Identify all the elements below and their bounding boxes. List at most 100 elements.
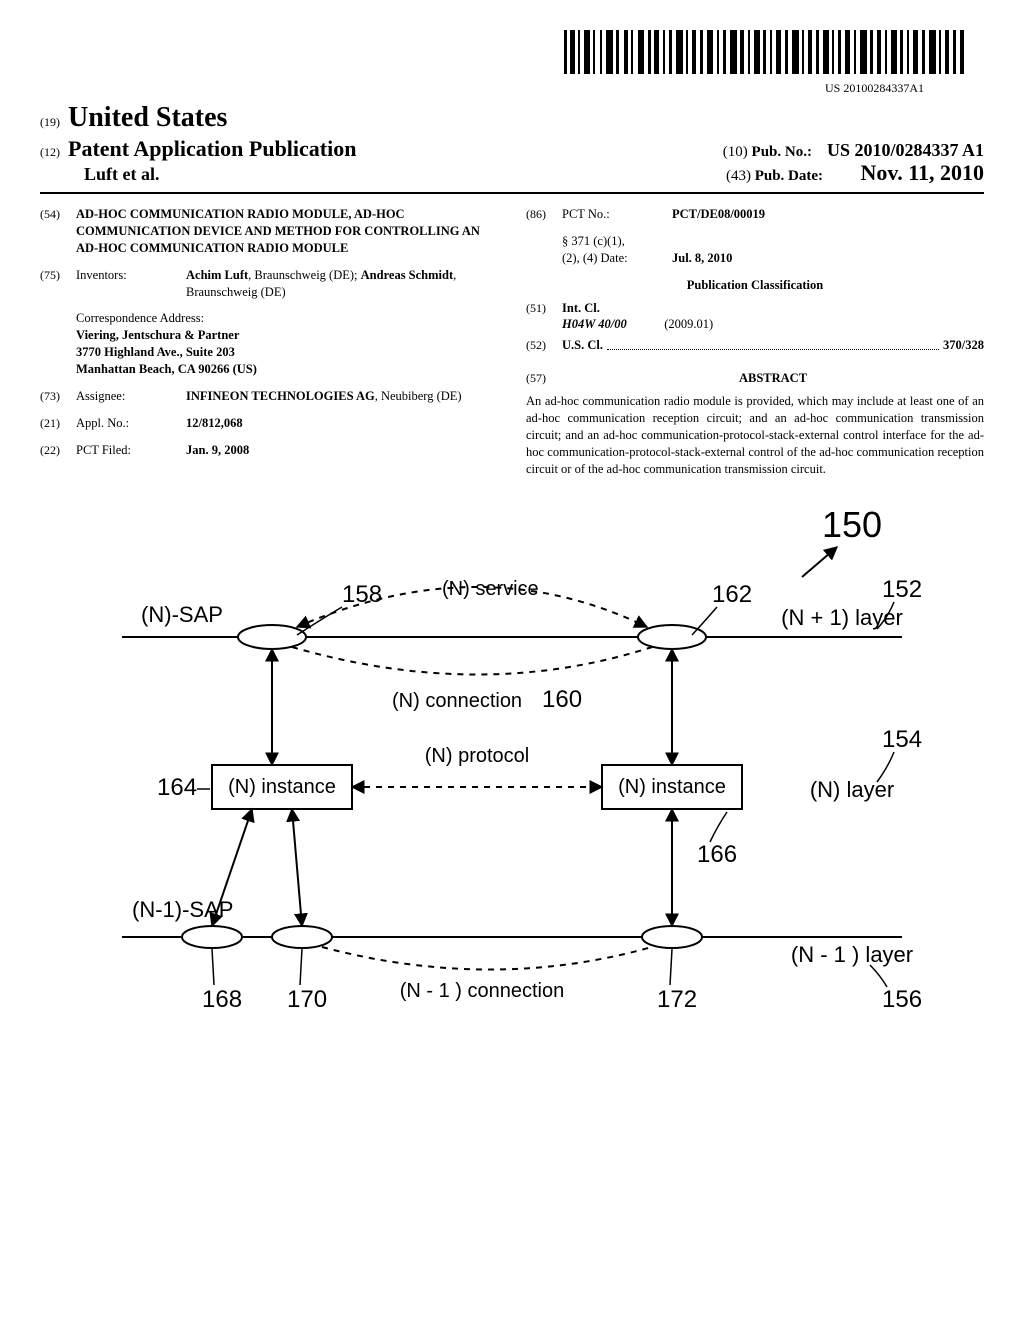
n-protocol-label: (N) protocol (425, 745, 529, 767)
inventors-field: (75) Inventors: Achim Luft, Braunschweig… (40, 267, 498, 301)
barcode-svg (564, 30, 964, 74)
assignee-field: (73) Assignee: INFINEON TECHNOLOGIES AG,… (40, 388, 498, 405)
applno-field: (21) Appl. No.: 12/812,068 (40, 415, 498, 432)
uscl-value: 370/328 (943, 337, 984, 354)
ref-156: 156 (882, 986, 922, 1013)
nsap-left-ellipse (238, 625, 306, 649)
leader-dots (607, 337, 939, 350)
intcl-content: Int. Cl. H04W 40/00 (2009.01) (562, 300, 984, 334)
n1sap-label: (N-1)-SAP (132, 897, 233, 922)
field-number-52: (52) (526, 337, 562, 354)
field-number-51: (51) (526, 300, 562, 334)
publication-type-block: (12) Patent Application Publication (40, 136, 356, 162)
left-column: (54) AD-HOC COMMUNICATION RADIO MODULE, … (40, 206, 498, 477)
inventor-2-name: Andreas Schmidt (361, 268, 454, 282)
correspondence-line3: Manhattan Beach, CA 90266 (US) (76, 361, 498, 378)
assignee-label: Assignee: (76, 388, 186, 405)
n-instance-right-label: (N) instance (618, 776, 726, 798)
inventor-1-loc: , Braunschweig (DE); (248, 268, 360, 282)
field-number-21: (21) (40, 415, 76, 432)
intcl-label: Int. Cl. (562, 301, 600, 315)
sec371-field: § 371 (c)(1), (2), (4) Date: Jul. 8, 201… (526, 233, 984, 267)
sec371-label1: § 371 (c)(1), (562, 233, 672, 250)
correspondence-line1: Viering, Jentschura & Partner (76, 327, 498, 344)
field-number-86: (86) (526, 206, 562, 223)
invention-title: AD-HOC COMMUNICATION RADIO MODULE, AD-HO… (76, 206, 498, 257)
field-number-75: (75) (40, 267, 76, 301)
n1sap-a (182, 926, 242, 948)
correspondence-block: Correspondence Address: Viering, Jentsch… (76, 310, 498, 378)
ref-168-leader (212, 949, 214, 985)
assignee-loc: , Neubiberg (DE) (375, 389, 462, 403)
inventors-label: Inventors: (76, 267, 186, 301)
field-number-57: (57) (526, 370, 562, 386)
abstract-heading: ABSTRACT (562, 370, 984, 387)
inventor-1-name: Achim Luft (186, 268, 248, 282)
uscl-field: (52) U.S. Cl. 370/328 (526, 337, 984, 354)
applno-label: Appl. No.: (76, 415, 186, 432)
classification-heading: Publication Classification (526, 277, 984, 294)
abstract-body: An ad-hoc communication radio module is … (526, 393, 984, 477)
pubdate-block: (43) Pub. Date: Nov. 11, 2010 (726, 160, 984, 186)
field-number-blank (526, 233, 562, 267)
publication-row: (12) Patent Application Publication (10)… (40, 136, 984, 162)
barcode-text: US 20100284337A1 (40, 81, 924, 96)
assignee-value: INFINEON TECHNOLOGIES AG, Neubiberg (DE) (186, 388, 498, 405)
correspondence-line2: 3770 Highland Ave., Suite 203 (76, 344, 498, 361)
nsap-right-ellipse (638, 625, 706, 649)
ref-160: 160 (542, 686, 582, 713)
n-service-label: (N) service (442, 578, 539, 600)
pubdate-value: Nov. 11, 2010 (861, 160, 984, 185)
pctno-field: (86) PCT No.: PCT/DE08/00019 (526, 206, 984, 223)
n1-connection-label: (N - 1 ) connection (400, 980, 565, 1002)
author-date-row: Luft et al. (43) Pub. Date: Nov. 11, 201… (40, 160, 984, 186)
sec371-label2: (2), (4) Date: (562, 250, 672, 267)
np1-layer-label: (N + 1) layer (781, 605, 903, 630)
arrow-inst-to-sap-b (292, 809, 302, 926)
field-number-43: (43) (726, 168, 751, 184)
inventors-list: Achim Luft, Braunschweig (DE); Andreas S… (186, 267, 498, 301)
field-number-54: (54) (40, 206, 76, 257)
ref-170: 170 (287, 986, 327, 1013)
n-connection-label: (N) connection (392, 690, 522, 712)
pctno-label: PCT No.: (562, 206, 672, 223)
n1sap-c (642, 926, 702, 948)
field-number-12: (12) (40, 145, 60, 160)
pctfiled-field: (22) PCT Filed: Jan. 9, 2008 (40, 442, 498, 459)
barcode-section: US 20100284337A1 (40, 30, 984, 96)
ref-164: 164 (157, 774, 197, 801)
nsap-label: (N)-SAP (141, 602, 223, 627)
ref-158-leader (297, 607, 342, 635)
ref-162: 162 (712, 581, 752, 608)
ref-150: 150 (822, 507, 882, 545)
ref-170-leader (300, 949, 302, 985)
ref-172: 172 (657, 986, 697, 1013)
ref-172-leader (670, 949, 672, 985)
pubno-block: (10) Pub. No.: US 2010/0284337 A1 (723, 140, 984, 161)
intcl-year: (2009.01) (664, 317, 713, 331)
sec371-date: Jul. 8, 2010 (672, 250, 984, 267)
n-instance-left-label: (N) instance (228, 776, 336, 798)
title-field: (54) AD-HOC COMMUNICATION RADIO MODULE, … (40, 206, 498, 257)
n-connection-line (292, 647, 652, 675)
country-name: United States (68, 102, 227, 134)
field-number-22: (22) (40, 442, 76, 459)
assignee-name: INFINEON TECHNOLOGIES AG (186, 389, 375, 403)
publication-type: Patent Application Publication (68, 136, 356, 162)
divider (40, 192, 984, 194)
ref-152: 152 (882, 576, 922, 603)
ref-166-leader (710, 812, 727, 842)
barcode-graphic (564, 30, 964, 79)
figure-svg: (N) instance (N) instance (N)-SAP (N-1)-… (82, 507, 942, 1067)
ref-154: 154 (882, 726, 922, 753)
ref-150-leader (802, 547, 837, 577)
n1-connection-line (322, 947, 652, 970)
pubdate-label: Pub. Date: (755, 168, 823, 184)
right-column: (86) PCT No.: PCT/DE08/00019 § 371 (c)(1… (526, 206, 984, 477)
uscl-content: U.S. Cl. 370/328 (562, 337, 984, 354)
uscl-label: U.S. Cl. (562, 337, 603, 354)
abstract-heading-row: (57) ABSTRACT (526, 364, 984, 393)
pctno-value: PCT/DE08/00019 (672, 206, 984, 223)
field-number-73: (73) (40, 388, 76, 405)
pubno-label: Pub. No.: (752, 144, 812, 160)
